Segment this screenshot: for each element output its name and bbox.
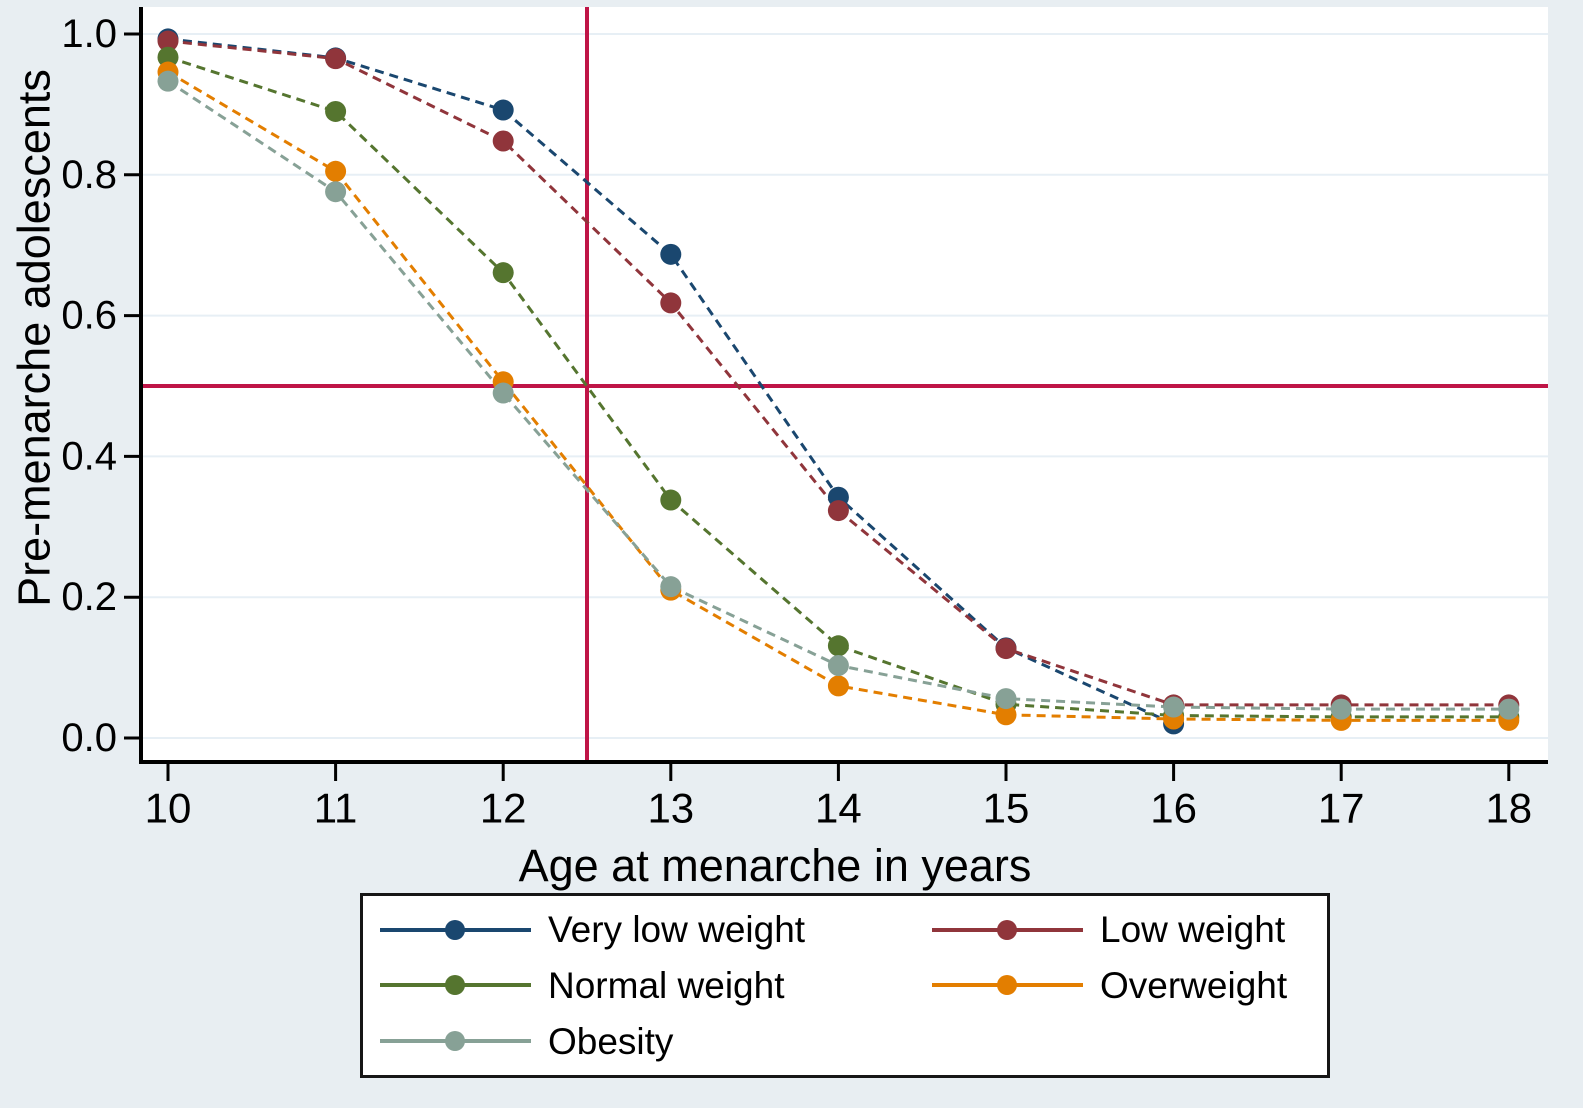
marker-obesity xyxy=(1498,698,1520,720)
marker-obesity xyxy=(157,70,179,92)
marker-very-low-weight xyxy=(492,99,514,121)
marker-very-low-weight xyxy=(660,243,682,265)
x-axis-title: Age at menarche in years xyxy=(518,840,1032,891)
x-tick-label: 15 xyxy=(983,785,1030,832)
marker-obesity xyxy=(827,654,849,676)
marker-normal-weight xyxy=(492,262,514,284)
x-tick-label: 14 xyxy=(815,785,862,832)
marker-low-weight xyxy=(157,30,179,52)
legend-item-very-low-weight: Very low weight xyxy=(380,910,932,950)
y-axis-title: Pre-menarche adolescents xyxy=(8,69,60,607)
marker-obesity xyxy=(325,181,347,203)
x-tick-label: 10 xyxy=(145,785,192,832)
legend-item-normal-weight: Normal weight xyxy=(380,965,932,1005)
marker-obesity xyxy=(660,576,682,598)
marker-obesity xyxy=(492,382,514,404)
marker-obesity xyxy=(1330,698,1352,720)
marker-normal-weight xyxy=(325,100,347,122)
y-tick-label: 1.0 xyxy=(61,12,117,56)
x-tick-label: 12 xyxy=(480,785,527,832)
legend-marker-icon xyxy=(932,919,1083,940)
marker-obesity xyxy=(1163,696,1185,718)
legend-label: Low weight xyxy=(1100,909,1286,951)
marker-low-weight xyxy=(492,130,514,152)
x-tick-label: 17 xyxy=(1318,785,1365,832)
x-tick-label: 11 xyxy=(314,785,358,832)
marker-low-weight xyxy=(995,638,1017,660)
y-tick-label: 0.2 xyxy=(61,575,117,619)
x-tick-label: 16 xyxy=(1150,785,1197,832)
legend-label: Normal weight xyxy=(548,964,785,1006)
marker-low-weight xyxy=(827,500,849,522)
x-tick-label: 18 xyxy=(1485,785,1532,832)
marker-normal-weight xyxy=(827,635,849,657)
legend-marker-icon xyxy=(380,919,531,940)
marker-overweight xyxy=(827,675,849,697)
legend-label: Very low weight xyxy=(548,909,806,951)
marker-normal-weight xyxy=(660,489,682,511)
series-line-overweight xyxy=(167,70,1509,722)
y-tick-label: 0.0 xyxy=(61,716,117,760)
y-tick-label: 0.4 xyxy=(61,434,117,478)
marker-low-weight xyxy=(325,48,347,70)
marker-obesity xyxy=(995,688,1017,710)
legend-item-low-weight: Low weight xyxy=(932,910,1327,950)
legend: Very low weight Low weight Normal weight Ov… xyxy=(360,893,1330,1078)
marker-low-weight xyxy=(660,292,682,314)
series-line-normal-weight xyxy=(167,55,1509,719)
marker-normal-weight xyxy=(157,46,179,68)
legend-marker-icon xyxy=(380,1031,531,1052)
legend-item-overweight: Overweight xyxy=(932,965,1327,1005)
y-tick-label: 0.8 xyxy=(61,153,117,197)
legend-marker-icon xyxy=(380,975,531,996)
legend-item-obesity: Obesity xyxy=(380,1021,932,1061)
y-tick-label: 0.6 xyxy=(61,294,117,338)
legend-marker-icon xyxy=(932,975,1083,996)
legend-label: Obesity xyxy=(548,1020,674,1062)
marker-overweight xyxy=(995,704,1017,726)
x-tick-label: 13 xyxy=(647,785,694,832)
legend-label: Overweight xyxy=(1100,964,1288,1006)
marker-overweight xyxy=(325,160,347,182)
